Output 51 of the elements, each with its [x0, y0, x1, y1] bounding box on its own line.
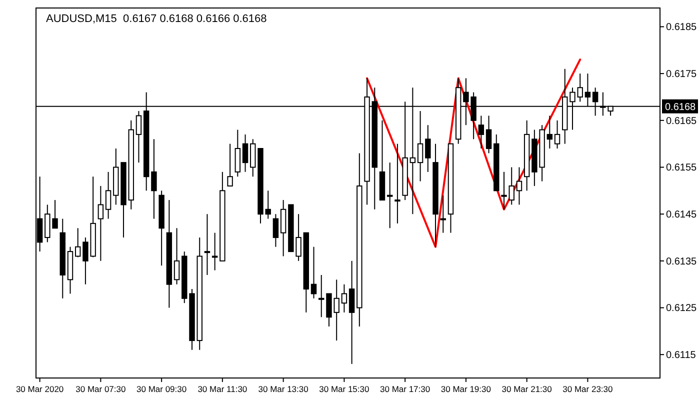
- candlestick: [318, 274, 324, 318]
- x-tick-label: 30 Mar 23:30: [562, 384, 614, 394]
- x-tick-label: 30 Mar 07:30: [76, 384, 126, 394]
- candlestick: [105, 171, 112, 220]
- candlestick: [486, 115, 492, 154]
- x-tick-label: 30 Mar 09:30: [136, 384, 187, 394]
- candlestick: [234, 129, 241, 178]
- candlestick: [242, 134, 248, 172]
- candlestick: [204, 214, 210, 276]
- candlestick: [250, 138, 256, 178]
- candlestick: [501, 171, 507, 210]
- candlestick: [98, 185, 104, 262]
- candlestick: [440, 194, 446, 234]
- x-tick-label: 30 Mar 11:30: [198, 384, 248, 394]
- candlestick: [386, 162, 393, 229]
- candlestick: [425, 124, 431, 172]
- candlestick: [280, 200, 286, 257]
- x-tick-label: 30 Mar 19:30: [440, 384, 492, 394]
- chart-title: AUDUSD,M15 0.6167 0.6168 0.6166 0.6168: [46, 13, 267, 25]
- x-tick-label: 30 Mar 15:30: [319, 384, 370, 394]
- y-tick-label: 0.6135: [666, 256, 698, 268]
- candlestick: [74, 228, 81, 258]
- candlestick: [508, 166, 514, 206]
- line-series: [366, 58, 582, 248]
- candlestick: [136, 110, 142, 164]
- candlestick: [516, 166, 522, 206]
- candlestick: [174, 228, 180, 285]
- y-tick-label: 0.6145: [666, 210, 698, 221]
- candlestick: [272, 214, 279, 248]
- candlestick: [310, 246, 317, 299]
- candlestick: [554, 120, 560, 150]
- y-tick-label: 0.6155: [666, 162, 698, 174]
- ref-line-label: 0.6168: [665, 102, 696, 113]
- candlestick: [417, 110, 424, 182]
- x-tick-label: 30 Mar 17:30: [380, 384, 430, 394]
- y-tick-label: 0.6165: [666, 116, 698, 127]
- candlestick: [151, 138, 157, 220]
- candlestick: [394, 143, 400, 224]
- candlestick: [546, 115, 553, 150]
- x-tick-label: 30 Mar 2020: [16, 384, 64, 394]
- y-tick-label: 0.6125: [666, 303, 698, 314]
- candlestick: [212, 232, 218, 271]
- candlestick: [341, 284, 348, 313]
- candlestick: [478, 115, 484, 150]
- x-tick-label: 30 Mar 21:30: [502, 384, 552, 394]
- candlestick: [348, 260, 355, 364]
- y-tick-label: 0.6185: [666, 22, 698, 34]
- y-tick-label: 0.6115: [666, 350, 696, 362]
- x-tick-label: 30 Mar 13:30: [258, 384, 309, 394]
- y-tick-label: 0.6175: [666, 69, 698, 80]
- candlestick: [227, 143, 233, 186]
